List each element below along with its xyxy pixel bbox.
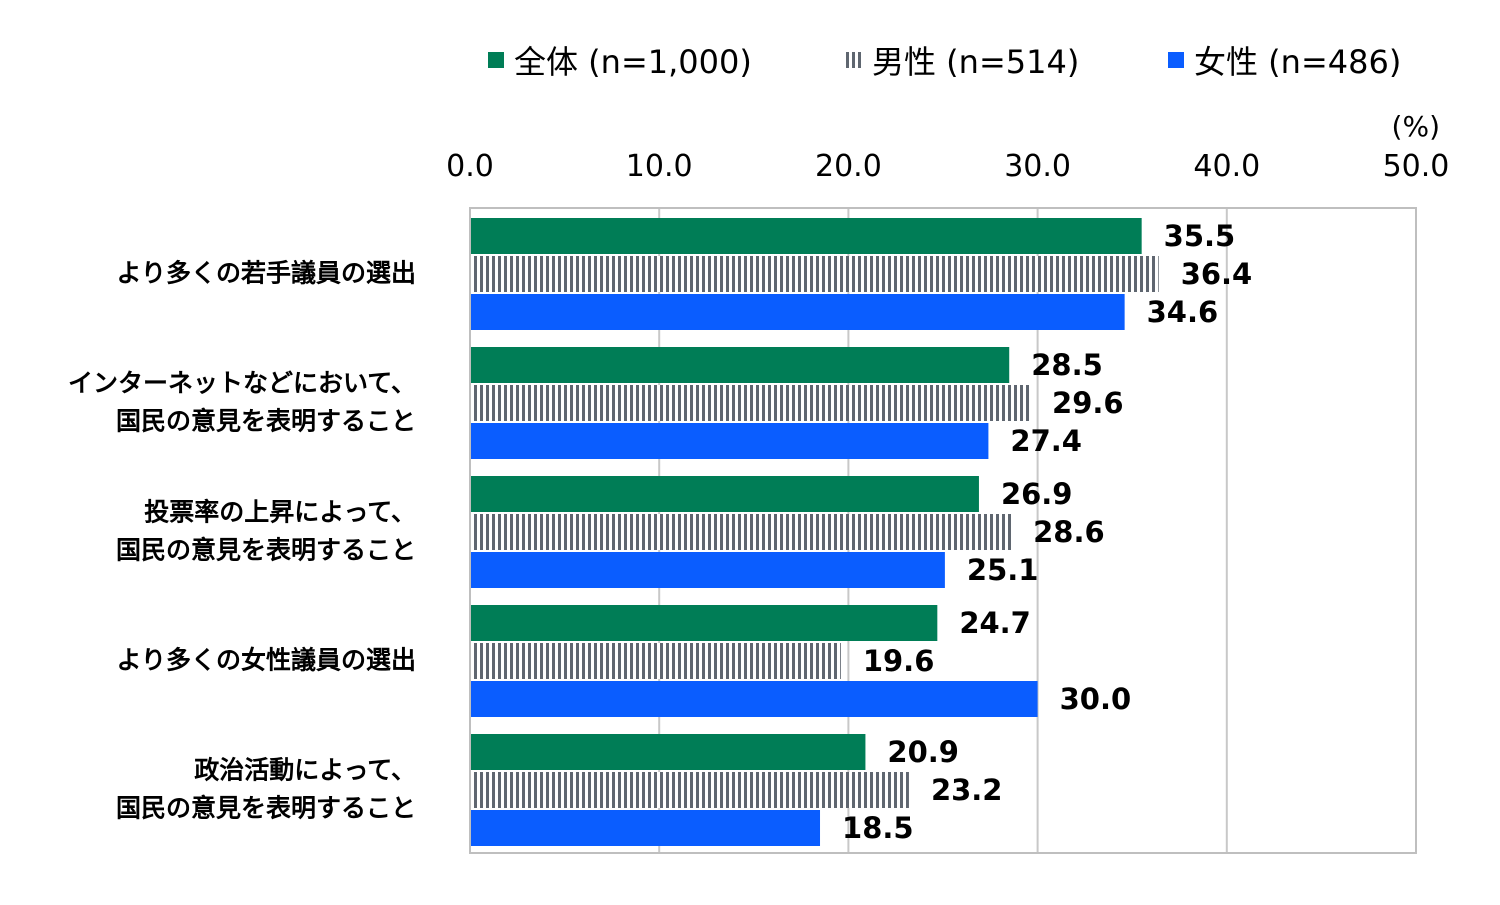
data-label: 27.4 — [1010, 424, 1082, 458]
category-label: 国民の意見を表明すること — [116, 407, 416, 436]
bar — [471, 476, 979, 512]
x-tick-label: 40.0 — [1193, 149, 1260, 184]
bar — [471, 347, 1010, 383]
bar — [471, 605, 938, 641]
category-label: より多くの若手議員の選出 — [116, 259, 416, 288]
bar — [471, 552, 945, 588]
data-label: 19.6 — [863, 644, 935, 678]
category-label: インターネットなどにおいて、 — [68, 369, 416, 398]
plot-frame — [469, 207, 1417, 854]
x-axis-ticks: 0.0 10.0 20.0 30.0 40.0 50.0 — [446, 149, 1449, 184]
data-label: 24.7 — [959, 606, 1031, 640]
data-label: 26.9 — [1001, 477, 1073, 511]
bar — [471, 423, 989, 459]
data-label: 18.5 — [842, 811, 914, 845]
data-label: 28.5 — [1031, 348, 1103, 382]
data-label: 25.1 — [967, 553, 1039, 587]
legend-swatch — [1168, 52, 1184, 68]
legend: 全体 (n=1,000) 男性 (n=514) 女性 (n=486) — [488, 43, 1401, 81]
data-label: 34.6 — [1147, 295, 1219, 329]
bar — [471, 514, 1012, 550]
bar — [471, 294, 1125, 330]
bar — [471, 681, 1038, 717]
legend-label: 女性 (n=486) — [1194, 43, 1401, 81]
data-label: 36.4 — [1181, 257, 1253, 291]
bar — [471, 218, 1142, 254]
category-label: 政治活動によって、 — [194, 756, 416, 785]
bar — [471, 385, 1031, 421]
x-tick-label: 50.0 — [1383, 149, 1450, 184]
x-tick-label: 30.0 — [1004, 149, 1071, 184]
legend-swatch — [488, 52, 504, 68]
value-labels: 35.5 36.4 34.6 28.5 29.6 27.4 26.9 28.6 25.1 24.7… — [842, 219, 1252, 845]
x-tick-label: 20.0 — [815, 149, 882, 184]
data-label: 28.6 — [1033, 515, 1105, 549]
bar — [471, 810, 821, 846]
category-label: より多くの女性議員の選出 — [116, 646, 416, 675]
legend-label: 全体 (n=1,000) — [514, 43, 752, 81]
data-label: 20.9 — [887, 735, 959, 769]
data-label: 35.5 — [1164, 219, 1236, 253]
x-tick-label: 0.0 — [446, 149, 494, 184]
category-labels: より多くの若手議員の選出インターネットなどにおいて、国民の意見を表明すること投票… — [68, 259, 416, 823]
bar — [471, 772, 909, 808]
legend-swatch — [846, 52, 862, 68]
bars — [471, 218, 1159, 846]
bar — [471, 256, 1159, 292]
x-tick-label: 10.0 — [626, 149, 693, 184]
category-label: 国民の意見を表明すること — [116, 536, 416, 565]
category-label: 投票率の上昇によって、 — [144, 498, 416, 527]
bar — [471, 734, 866, 770]
data-label: 29.6 — [1052, 386, 1124, 420]
category-label: 国民の意見を表明すること — [116, 794, 416, 823]
legend-label: 男性 (n=514) — [872, 43, 1079, 81]
bar — [471, 643, 841, 679]
data-label: 30.0 — [1060, 682, 1132, 716]
unit-label: (%) — [1392, 110, 1440, 143]
data-label: 23.2 — [931, 773, 1003, 807]
